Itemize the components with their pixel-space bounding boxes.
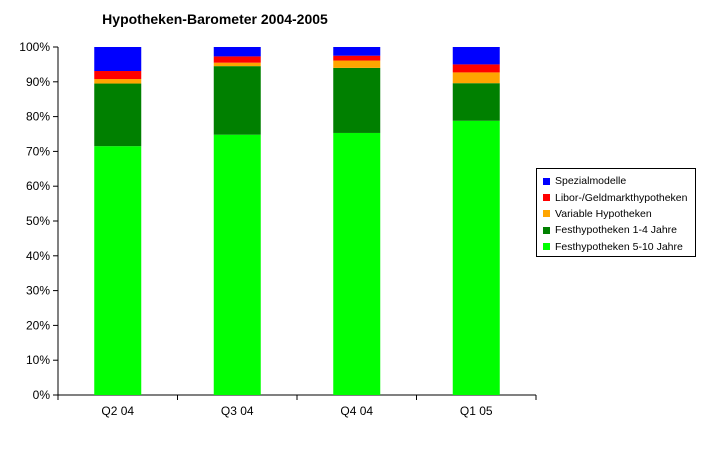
legend-swatch (543, 194, 550, 202)
legend-item: Spezialmodelle (543, 173, 691, 189)
y-tick-label: 70% (26, 144, 50, 158)
legend-swatch (543, 177, 550, 185)
bar-segment (213, 62, 261, 67)
legend: Spezialmodelle Libor-/Geldmarkthypotheken… (536, 168, 696, 257)
bar-segment (333, 47, 381, 56)
legend-item: Festhypotheken 1-4 Jahre (543, 222, 691, 238)
x-tick-label: Q3 04 (221, 404, 254, 418)
bar-segment (452, 64, 500, 73)
bar-segment (333, 60, 381, 68)
bar-segment (213, 134, 261, 396)
bar-segment (94, 71, 142, 80)
bar-segment (94, 146, 142, 395)
y-tick-label: 30% (26, 284, 50, 298)
bar-segment (452, 47, 500, 65)
legend-label: Libor-/Geldmarkthypotheken (555, 191, 688, 204)
y-tick-label: 20% (26, 318, 50, 332)
bar-segment (213, 66, 261, 135)
y-tick-label: 60% (26, 179, 50, 193)
bar-segment (94, 83, 142, 147)
chart-title: Hypotheken-Barometer 2004-2005 (102, 11, 328, 27)
legend-item: Festhypotheken 5-10 Jahre (543, 239, 691, 255)
legend-label: Variable Hypotheken (555, 207, 652, 220)
bar-segment (333, 67, 381, 133)
y-tick-label: 90% (26, 75, 50, 89)
bar-segment (94, 79, 142, 84)
bar-segment (333, 132, 381, 395)
bar-segment (452, 120, 500, 395)
y-tick-label: 40% (26, 249, 50, 263)
bar-segment (213, 47, 261, 57)
y-tick-label: 0% (33, 388, 51, 402)
legend-item: Libor-/Geldmarkthypotheken (543, 189, 691, 205)
bar-segment (94, 47, 142, 72)
x-tick-label: Q2 04 (101, 404, 134, 418)
bar-segment (452, 83, 500, 121)
legend-label: Festhypotheken 5-10 Jahre (555, 240, 683, 253)
bar-segment (213, 56, 261, 63)
x-tick-label: Q1 05 (460, 404, 493, 418)
legend-swatch (543, 243, 550, 251)
bar-segment (333, 55, 381, 61)
legend-swatch (543, 226, 550, 234)
legend-item: Variable Hypotheken (543, 206, 691, 222)
y-tick-label: 100% (19, 40, 50, 54)
x-tick-label: Q4 04 (340, 404, 373, 418)
bar-segment (452, 72, 500, 84)
y-tick-label: 50% (26, 214, 50, 228)
legend-swatch (543, 210, 550, 218)
legend-label: Spezialmodelle (555, 175, 627, 188)
legend-label: Festhypotheken 1-4 Jahre (555, 224, 677, 237)
y-tick-label: 80% (26, 110, 50, 124)
y-tick-label: 10% (26, 353, 50, 367)
